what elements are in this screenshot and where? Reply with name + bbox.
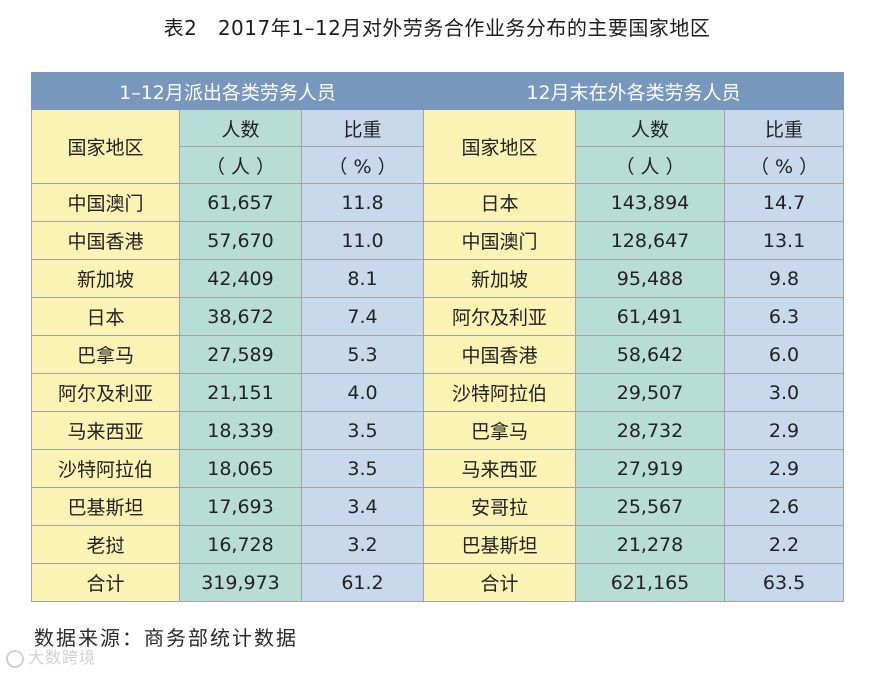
header-count-right: 人数 xyxy=(575,109,725,147)
cell-count-right: 95,488 xyxy=(575,259,725,298)
cell-country-left: 巴基斯坦 xyxy=(31,487,180,526)
watermark: 大数跨境 xyxy=(6,644,96,668)
cell-country-right: 新加坡 xyxy=(423,259,576,298)
cell-count-right: 27,919 xyxy=(575,449,725,488)
header-country-right: 国家地区 xyxy=(423,109,576,184)
cell-count-right: 128,647 xyxy=(575,221,725,260)
cell-share-left: 5.3 xyxy=(301,335,424,374)
labor-cooperation-table: 1–12月派出各类劳务人员 12月末在外各类劳务人员 国家地区 人数 比重 国家… xyxy=(31,72,845,602)
cell-count-left: 21,151 xyxy=(179,373,302,412)
table-row: 日本 38,672 7.4 阿尔及利亚 61,491 6.3 xyxy=(31,297,845,336)
cell-share-right: 2.6 xyxy=(723,487,845,526)
cell-share-left: 11.0 xyxy=(301,221,424,260)
table-row: 马来西亚 18,339 3.5 巴拿马 28,732 2.9 xyxy=(31,411,845,450)
table-row: 老挝 16,728 3.2 巴基斯坦 21,278 2.2 xyxy=(31,525,845,564)
cell-country-right: 安哥拉 xyxy=(423,487,576,526)
header-count-unit-right: （ 人 ） xyxy=(575,146,725,184)
table-row: 巴拿马 27,589 5.3 中国香港 58,642 6.0 xyxy=(31,335,845,374)
header-count-left: 人数 xyxy=(179,109,302,147)
cell-country-left: 马来西亚 xyxy=(31,411,180,450)
cell-country-right: 日本 xyxy=(423,183,576,222)
cell-share-right: 2.9 xyxy=(723,411,845,450)
cell-country-right: 合计 xyxy=(423,563,576,602)
cell-country-left: 中国香港 xyxy=(31,221,180,260)
table-title: 表2 2017年1–12月对外劳务合作业务分布的主要国家地区 xyxy=(163,16,711,40)
cell-share-left: 7.4 xyxy=(301,297,424,336)
cell-country-right: 中国香港 xyxy=(423,335,576,374)
cell-count-left: 57,670 xyxy=(179,221,302,260)
cell-share-left: 3.5 xyxy=(301,411,424,450)
group-header-left: 1–12月派出各类劳务人员 xyxy=(31,72,424,110)
header-share-right: 比重 xyxy=(723,109,845,147)
cell-count-right: 29,507 xyxy=(575,373,725,412)
cell-count-right: 61,491 xyxy=(575,297,725,336)
cell-country-right: 中国澳门 xyxy=(423,221,576,260)
cell-share-left: 3.5 xyxy=(301,449,424,488)
cell-count-left: 27,589 xyxy=(179,335,302,374)
cell-country-left: 日本 xyxy=(31,297,180,336)
table-row: 阿尔及利亚 21,151 4.0 沙特阿拉伯 29,507 3.0 xyxy=(31,373,845,412)
cell-country-right: 巴拿马 xyxy=(423,411,576,450)
header-country-left: 国家地区 xyxy=(31,109,180,184)
cell-share-left: 4.0 xyxy=(301,373,424,412)
cell-count-right: 58,642 xyxy=(575,335,725,374)
data-source-note: 数据来源：商务部统计数据 xyxy=(34,626,298,650)
cell-country-right: 阿尔及利亚 xyxy=(423,297,576,336)
cell-count-right: 28,732 xyxy=(575,411,725,450)
header-share-left: 比重 xyxy=(301,109,424,147)
total-row: 合计 319,973 61.2 合计 621,165 63.5 xyxy=(31,563,845,602)
cell-count-left: 42,409 xyxy=(179,259,302,298)
table-row: 沙特阿拉伯 18,065 3.5 马来西亚 27,919 2.9 xyxy=(31,449,845,488)
cell-count-right: 25,567 xyxy=(575,487,725,526)
cell-share-right: 63.5 xyxy=(723,563,845,602)
header-count-unit-left: （ 人 ） xyxy=(179,146,302,184)
watermark-text: 大数跨境 xyxy=(28,648,97,667)
cell-share-left: 11.8 xyxy=(301,183,424,222)
table-row: 中国澳门 61,657 11.8 日本 143,894 14.7 xyxy=(31,183,845,222)
table-row: 新加坡 42,409 8.1 新加坡 95,488 9.8 xyxy=(31,259,845,298)
cell-count-right: 621,165 xyxy=(575,563,725,602)
cell-count-left: 319,973 xyxy=(179,563,302,602)
cell-count-right: 143,894 xyxy=(575,183,725,222)
cell-share-right: 9.8 xyxy=(723,259,845,298)
cell-share-left: 8.1 xyxy=(301,259,424,298)
table-row: 中国香港 57,670 11.0 中国澳门 128,647 13.1 xyxy=(31,221,845,260)
cell-share-left: 3.2 xyxy=(301,525,424,564)
cell-count-right: 21,278 xyxy=(575,525,725,564)
column-header-row: 国家地区 人数 比重 国家地区 人数 比重 xyxy=(31,109,845,184)
cell-country-left: 巴拿马 xyxy=(31,335,180,374)
cell-country-left: 新加坡 xyxy=(31,259,180,298)
cell-country-right: 沙特阿拉伯 xyxy=(423,373,576,412)
cell-count-left: 38,672 xyxy=(179,297,302,336)
cell-count-left: 61,657 xyxy=(179,183,302,222)
group-header-right: 12月末在外各类劳务人员 xyxy=(422,72,845,110)
watermark-logo-icon xyxy=(6,649,24,668)
cell-share-left: 3.4 xyxy=(301,487,424,526)
group-header-row: 1–12月派出各类劳务人员 12月末在外各类劳务人员 xyxy=(31,72,845,110)
cell-share-left: 61.2 xyxy=(301,563,424,602)
cell-count-left: 17,693 xyxy=(179,487,302,526)
header-share-unit-left: （ % ） xyxy=(301,146,424,184)
cell-country-left: 阿尔及利亚 xyxy=(31,373,180,412)
cell-count-left: 16,728 xyxy=(179,525,302,564)
cell-country-right: 巴基斯坦 xyxy=(423,525,576,564)
table-row: 巴基斯坦 17,693 3.4 安哥拉 25,567 2.6 xyxy=(31,487,845,526)
cell-country-right: 马来西亚 xyxy=(423,449,576,488)
cell-share-right: 14.7 xyxy=(723,183,845,222)
cell-count-left: 18,339 xyxy=(179,411,302,450)
cell-share-right: 6.3 xyxy=(723,297,845,336)
cell-count-left: 18,065 xyxy=(179,449,302,488)
cell-country-left: 合计 xyxy=(31,563,180,602)
cell-country-left: 老挝 xyxy=(31,525,180,564)
header-share-unit-right: （ % ） xyxy=(723,146,845,184)
cell-country-left: 沙特阿拉伯 xyxy=(31,449,180,488)
cell-share-right: 2.2 xyxy=(723,525,845,564)
cell-share-right: 2.9 xyxy=(723,449,845,488)
column-unit-row: （ 人 ） （ % ） （ 人 ） （ % ） xyxy=(32,146,845,184)
cell-country-left: 中国澳门 xyxy=(31,183,180,222)
cell-share-right: 3.0 xyxy=(723,373,845,412)
cell-share-right: 13.1 xyxy=(723,221,845,260)
cell-share-right: 6.0 xyxy=(723,335,845,374)
